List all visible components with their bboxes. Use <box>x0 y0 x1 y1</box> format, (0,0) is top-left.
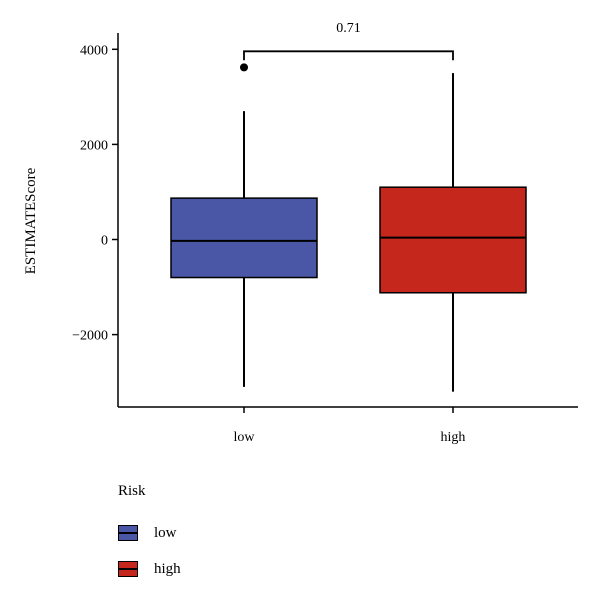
legend-title: Risk <box>118 483 146 499</box>
x-tick-label: high <box>441 430 466 445</box>
legend-item-low: low <box>118 523 177 543</box>
comparison-bracket <box>243 50 454 61</box>
y-tick-label: 2000 <box>80 138 108 153</box>
legend-label-low: low <box>154 524 177 541</box>
p-value-label: 0.71 <box>336 21 361 36</box>
y-tick-label: −2000 <box>72 329 108 344</box>
y-axis-title: ESTIMATEScore <box>23 167 39 274</box>
y-tick-label: 0 <box>101 234 108 249</box>
y-tick-label: 4000 <box>80 43 108 58</box>
legend-swatch-low <box>118 525 138 541</box>
legend-label-high: high <box>154 560 181 577</box>
box-high <box>379 186 527 294</box>
legend-swatch-high <box>118 561 138 577</box>
outlier-point-low <box>240 63 248 72</box>
x-tick-label: low <box>234 430 256 445</box>
box-low <box>170 197 318 279</box>
legend-item-high: high <box>118 559 181 579</box>
boxplot-chart: ESTIMATEScore 4000 2000 0 −2000 low high 0.71 <box>23 21 578 445</box>
